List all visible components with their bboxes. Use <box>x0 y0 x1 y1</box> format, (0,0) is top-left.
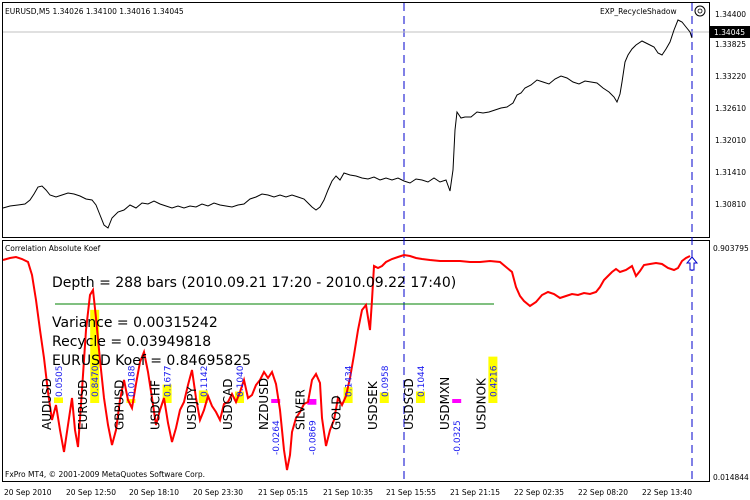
price-label: 1.31410 <box>715 168 746 177</box>
symbol-value: -0.0325 <box>453 420 463 455</box>
price-line <box>2 19 693 229</box>
symbol-name: EURUSD <box>76 380 90 430</box>
symbol-name: USDSEK <box>366 380 380 430</box>
indicator-scale-max: 0.903795 <box>713 244 749 253</box>
correlation-bar <box>307 399 317 405</box>
symbol-name: USDNOK <box>474 377 488 430</box>
main-chart-frame <box>2 2 710 238</box>
price-label: 1.30810 <box>715 200 746 209</box>
recycle-text: Recycle = 0.03949818 <box>52 334 211 350</box>
indicator-settings-icon[interactable] <box>694 5 706 17</box>
symbol-value: 0.0505 <box>55 366 65 398</box>
symbol-name: USDJPY <box>185 386 199 430</box>
price-label: 1.32610 <box>715 104 746 113</box>
correlation-bar <box>235 391 244 403</box>
correlation-bar <box>54 397 63 403</box>
correlation-bar <box>488 356 498 403</box>
symbol-header: EURUSD,M5 1.34026 1.34100 1.34016 1.3404… <box>5 7 184 16</box>
symbol-name: AUDUSD <box>40 378 54 430</box>
price-label: 1.33825 <box>715 40 746 49</box>
symbol-name: GOLD <box>330 395 344 430</box>
time-label: 21 Sep 21:15 <box>450 488 500 497</box>
current-price-box <box>710 26 750 38</box>
symbol-value: -0.0869 <box>308 420 318 455</box>
correlation-bars <box>54 309 498 405</box>
correlation-bar <box>162 384 172 403</box>
symbol-value: 0.1434 <box>345 365 355 397</box>
symbol-name: SILVER <box>293 389 307 430</box>
symbol-value: 0.1044 <box>417 365 427 397</box>
correlation-bar <box>379 392 389 403</box>
time-label: 22 Sep 02:35 <box>514 488 564 497</box>
correlation-bar <box>271 399 281 403</box>
symbol-name: USDCAD <box>221 379 235 430</box>
time-label: 21 Sep 15:55 <box>386 488 436 497</box>
symbol-value: 0.1040 <box>236 365 246 397</box>
correlation-line <box>2 253 691 471</box>
symbol-value: 0.4216 <box>489 365 499 397</box>
indicator-scale-min: 0.014844 <box>713 473 749 482</box>
correlation-bar <box>126 399 136 403</box>
symbol-value: 0.1677 <box>164 366 174 398</box>
price-scale: 1.34400 1.34045 1.33825 1.33220 1.32610 … <box>710 10 750 209</box>
correlation-bar <box>416 391 425 403</box>
arrow-up-icon[interactable] <box>685 256 699 271</box>
indicator-frame <box>2 240 710 482</box>
koef-text: EURUSD Koef = 0.84695825 <box>52 353 251 369</box>
correlation-bar <box>452 399 462 403</box>
time-label: 22 Sep 13:40 <box>642 488 692 497</box>
symbol-name: USDMXN <box>438 377 452 430</box>
symbol-name: USDCHF <box>149 380 163 430</box>
indicator-title: Correlation Absolute Koef <box>5 244 101 253</box>
time-axis: 20 Sep 2010 20 Sep 12:50 20 Sep 18:10 20… <box>4 488 692 497</box>
time-label: 22 Sep 08:20 <box>578 488 628 497</box>
time-label: 20 Sep 12:50 <box>66 488 116 497</box>
symbol-name: USDSGD <box>402 378 416 430</box>
symbol-value: 0.0958 <box>381 365 391 397</box>
symbol-value: 0.1142 <box>200 366 210 398</box>
price-label: 1.32010 <box>715 136 746 145</box>
symbol-value: 0.8470 <box>91 365 101 397</box>
symbol-labels: AUDUSD 0.0505 EURUSD 0.8470 GBPUSD 0.0188 USDC… <box>40 365 499 455</box>
correlation-bar <box>198 390 208 403</box>
current-price: 1.34045 <box>714 28 745 37</box>
time-label: 20 Sep 23:30 <box>193 488 243 497</box>
price-label: 1.33220 <box>715 72 746 81</box>
time-label: 21 Sep 10:35 <box>323 488 373 497</box>
copyright-text: FxPro MT4, © 2001-2009 MetaQuotes Softwa… <box>5 470 205 479</box>
correlation-bar <box>90 309 100 403</box>
time-label: 21 Sep 05:15 <box>258 488 308 497</box>
symbol-value: 0.0188 <box>127 365 137 397</box>
indicator-name: EXP_RecycleShadow <box>600 7 677 16</box>
depth-text: Depth = 288 bars (2010.09.21 17:20 - 201… <box>52 275 456 291</box>
symbol-name: GBPUSD <box>112 380 126 430</box>
correlation-bar <box>343 387 353 403</box>
price-label: 1.34400 <box>715 10 746 19</box>
time-label: 20 Sep 2010 <box>4 488 52 497</box>
symbol-name: NZDUSD <box>257 378 271 430</box>
variance-text: Variance = 0.00315242 <box>52 315 218 331</box>
time-label: 20 Sep 18:10 <box>129 488 179 497</box>
symbol-value: -0.0264 <box>272 420 282 455</box>
